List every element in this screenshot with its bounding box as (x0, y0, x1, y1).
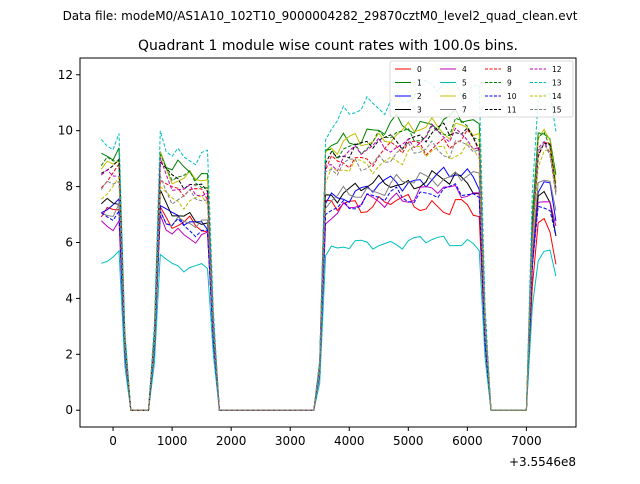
legend-label-0: 0 (417, 65, 422, 74)
x-tick-label: 2000 (216, 434, 247, 448)
legend-label-6: 6 (462, 92, 467, 101)
legend-label-10: 10 (507, 92, 517, 101)
y-tick-label: 12 (58, 68, 73, 82)
series-line-0 (100, 193, 557, 411)
x-offset-label: +3.5546e8 (509, 455, 576, 469)
legend-label-9: 9 (507, 79, 512, 88)
series-line-10 (101, 183, 557, 411)
legend-label-1: 1 (417, 79, 422, 88)
series-line-5 (101, 235, 557, 411)
x-tick-label: 3000 (275, 434, 306, 448)
legend-label-14: 14 (552, 92, 562, 101)
legend-label-5: 5 (462, 79, 467, 88)
x-tick-label: 5000 (393, 434, 424, 448)
y-tick-label: 6 (65, 236, 73, 250)
series-line-9 (100, 117, 557, 411)
x-tick-label: 0 (109, 434, 117, 448)
y-tick-label: 2 (65, 347, 73, 361)
x-tick-label: 6000 (452, 434, 483, 448)
legend-label-3: 3 (417, 106, 422, 115)
x-tick-label: 1000 (157, 434, 188, 448)
legend-label-4: 4 (462, 65, 467, 74)
series-line-11 (101, 122, 557, 411)
x-tick-label: 7000 (511, 434, 542, 448)
legend-label-13: 13 (552, 79, 562, 88)
y-tick-label: 8 (65, 180, 73, 194)
series-line-15 (100, 140, 557, 411)
legend-label-11: 11 (507, 106, 517, 115)
y-tick-label: 0 (65, 403, 73, 417)
legend-label-12: 12 (552, 65, 562, 74)
series-line-7 (101, 171, 557, 411)
plot-area (100, 79, 557, 411)
x-tick-label: 4000 (334, 434, 365, 448)
legend-label-7: 7 (462, 106, 467, 115)
y-tick-label: 4 (65, 291, 73, 305)
legend-label-2: 2 (417, 92, 422, 101)
suptitle: Data file: modeM0/AS1A10_102T10_90000042… (63, 9, 578, 23)
y-tick-label: 10 (58, 124, 73, 138)
series-line-13 (100, 79, 557, 411)
legend-box (389, 60, 574, 118)
chart-title: Quadrant 1 module wise count rates with … (138, 38, 518, 54)
series-line-12 (100, 123, 557, 411)
legend-label-8: 8 (507, 65, 512, 74)
legend-label-15: 15 (552, 106, 562, 115)
